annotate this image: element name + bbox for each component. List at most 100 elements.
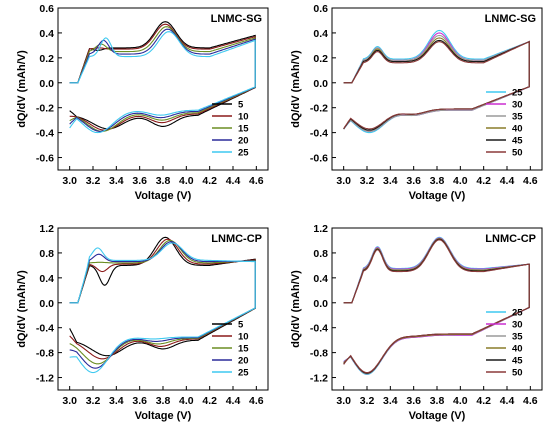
y-tick-label: -0.6 bbox=[310, 153, 328, 165]
series-line-35 bbox=[343, 34, 530, 132]
x-tick-label: 3.6 bbox=[406, 175, 421, 187]
y-tick-label: 0.4 bbox=[313, 28, 328, 40]
legend-label: 50 bbox=[512, 368, 523, 379]
x-tick-label: 3.2 bbox=[86, 395, 101, 407]
series-line-10 bbox=[69, 23, 256, 131]
y-tick-label: -0.8 bbox=[36, 348, 54, 360]
y-tick-label: 1.2 bbox=[313, 223, 328, 235]
x-tick-label: 3.8 bbox=[430, 175, 445, 187]
x-tick-label: 3.8 bbox=[156, 175, 171, 187]
series-line-25 bbox=[69, 242, 256, 374]
legend-label: 35 bbox=[512, 112, 523, 123]
legend-label: 45 bbox=[512, 356, 523, 367]
y-tick-label: 0.0 bbox=[313, 298, 328, 310]
x-tick-label: 3.6 bbox=[406, 395, 421, 407]
x-tick-label: 3.6 bbox=[132, 175, 147, 187]
legend-label: 15 bbox=[238, 124, 249, 135]
legend-label: 30 bbox=[512, 100, 523, 111]
x-tick-label: 3.6 bbox=[132, 395, 147, 407]
series-group bbox=[69, 236, 256, 374]
y-tick-label: -0.4 bbox=[310, 323, 328, 335]
chart-panel-2: 3.0 3.2 3.4 3.6 3.8 4.0 4.2 4.4 4.6 -0.6 -0.4 -0.2 0… bbox=[290, 3, 543, 202]
x-tick-label: 4.4 bbox=[226, 175, 241, 187]
y-axis-label: dQ/dV (mAh/V) bbox=[290, 50, 302, 128]
panel-title: LNMC-SG bbox=[211, 13, 262, 25]
series-line-15 bbox=[69, 239, 256, 365]
x-tick-label: 4.4 bbox=[226, 395, 241, 407]
legend-label: 10 bbox=[238, 332, 249, 343]
plot-frame bbox=[57, 7, 269, 171]
chart-panel-1: 3.0 3.2 3.4 3.6 3.8 4.0 4.2 4.4 4.6 -0.6 -0.4 -0.2 0… bbox=[16, 3, 269, 202]
x-tick-label: 3.0 bbox=[62, 395, 77, 407]
y-tick-label: -1.2 bbox=[310, 373, 328, 385]
legend-label: 20 bbox=[238, 356, 249, 367]
x-tick-label: 4.6 bbox=[249, 175, 264, 187]
x-tick-label: 3.4 bbox=[383, 175, 398, 187]
x-tick-label: 3.0 bbox=[336, 175, 351, 187]
panel-title: LNMC-CP bbox=[211, 233, 262, 245]
x-tick-label: 3.8 bbox=[156, 395, 171, 407]
x-axis-label: Voltage (V) bbox=[409, 410, 466, 422]
legend-label: 10 bbox=[238, 112, 249, 123]
y-axis-label: dQ/dV (mAh/V) bbox=[16, 270, 28, 348]
panel-title: LNMC-CP bbox=[485, 233, 536, 245]
x-tick-label: 4.0 bbox=[179, 395, 194, 407]
x-tick-label: 4.6 bbox=[523, 395, 538, 407]
y-tick-label: -0.4 bbox=[36, 128, 54, 140]
y-tick-label: 0.2 bbox=[313, 53, 328, 65]
legend-label: 40 bbox=[512, 124, 523, 135]
x-tick-label: 3.4 bbox=[109, 395, 124, 407]
chart-panel-4: 3.0 3.2 3.4 3.6 3.8 4.0 4.2 4.4 4.6 -1.2 -0.8 -0.4 0… bbox=[290, 223, 543, 422]
y-tick-label: 0.0 bbox=[313, 78, 328, 90]
x-tick-label: 3.8 bbox=[430, 395, 445, 407]
x-tick-label: 3.4 bbox=[383, 395, 398, 407]
series-group bbox=[69, 21, 256, 134]
y-tick-label: 0.6 bbox=[39, 3, 54, 15]
x-tick-label: 3.0 bbox=[62, 175, 77, 187]
y-tick-label: 0.4 bbox=[313, 273, 328, 285]
y-tick-label: 0.4 bbox=[39, 28, 54, 40]
x-tick-label: 4.0 bbox=[453, 395, 468, 407]
legend-label: 20 bbox=[238, 136, 249, 147]
y-tick-label: 0.0 bbox=[39, 78, 54, 90]
x-tick-label: 4.6 bbox=[249, 395, 264, 407]
series-line-50 bbox=[343, 239, 530, 374]
x-tick-label: 3.2 bbox=[360, 395, 375, 407]
y-tick-label: -0.6 bbox=[36, 153, 54, 165]
legend-label: 30 bbox=[512, 320, 523, 331]
y-tick-label: -0.4 bbox=[310, 128, 328, 140]
legend-label: 15 bbox=[238, 344, 249, 355]
chart-panel-3: 3.0 3.2 3.4 3.6 3.8 4.0 4.2 4.4 4.6 -1.2 -0.8 -0.4 0… bbox=[16, 223, 269, 422]
legend-label: 25 bbox=[238, 148, 249, 159]
x-tick-label: 3.4 bbox=[109, 175, 124, 187]
series-line-25 bbox=[69, 31, 256, 134]
y-tick-label: 0.8 bbox=[39, 248, 54, 260]
x-tick-label: 4.2 bbox=[476, 175, 491, 187]
y-tick-label: -0.2 bbox=[36, 103, 54, 115]
x-axis-label: Voltage (V) bbox=[135, 410, 192, 422]
legend-label: 35 bbox=[512, 332, 523, 343]
legend-label: 40 bbox=[512, 344, 523, 355]
legend-label: 5 bbox=[238, 320, 244, 331]
y-tick-label: 0.4 bbox=[39, 273, 54, 285]
y-tick-label: 0.6 bbox=[313, 3, 328, 15]
x-tick-label: 3.2 bbox=[360, 175, 375, 187]
x-tick-label: 4.0 bbox=[179, 175, 194, 187]
y-tick-label: 1.2 bbox=[39, 223, 54, 235]
plot-frame bbox=[331, 7, 543, 171]
y-axis-label: dQ/dV (mAh/V) bbox=[290, 270, 302, 348]
legend-label: 25 bbox=[512, 308, 523, 319]
y-tick-label: -1.2 bbox=[36, 373, 54, 385]
x-tick-label: 4.2 bbox=[202, 395, 217, 407]
legend-label: 25 bbox=[512, 88, 523, 99]
x-axis-label: Voltage (V) bbox=[135, 190, 192, 202]
y-tick-label: -0.8 bbox=[310, 348, 328, 360]
legend-label: 45 bbox=[512, 136, 523, 147]
series-group bbox=[343, 236, 530, 375]
legend-label: 50 bbox=[512, 148, 523, 159]
x-axis-label: Voltage (V) bbox=[409, 190, 466, 202]
series-group bbox=[343, 29, 530, 134]
